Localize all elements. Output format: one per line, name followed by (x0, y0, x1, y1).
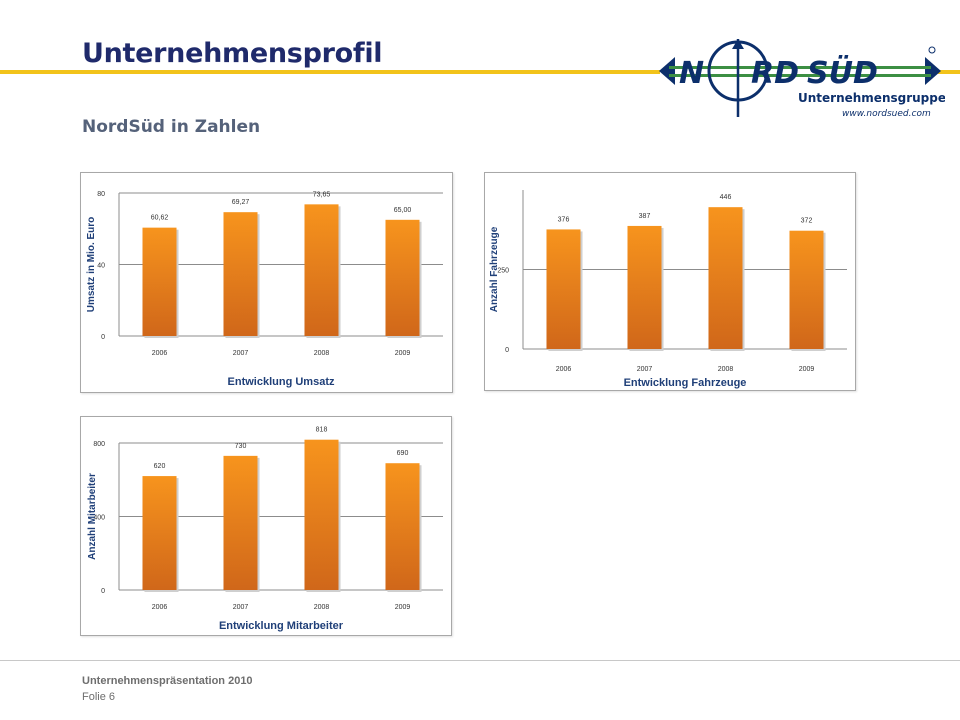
vehicles-bar (789, 230, 824, 349)
footer-slide-number: Folie 6 (82, 691, 116, 703)
footer-divider (0, 660, 960, 661)
vehicles-xtick-label: 2007 (637, 366, 653, 373)
revenue-xtick-label: 2009 (395, 350, 411, 357)
revenue-ytick-label: 80 (97, 191, 105, 198)
svg-text:N: N (679, 56, 704, 91)
revenue-xtick-label: 2007 (233, 350, 249, 357)
vehicles-data-label: 376 (558, 216, 570, 223)
svg-text:RD: RD (751, 56, 799, 91)
revenue-bar (223, 212, 258, 336)
revenue-data-label: 73,65 (313, 191, 331, 198)
vehicles-xtick-label: 2008 (718, 366, 734, 373)
employees-ytick-label: 400 (93, 515, 105, 522)
revenue-data-label: 65,00 (394, 207, 412, 214)
employees-y-axis-title: Anzahl Mitarbeiter (87, 473, 98, 560)
employees-bar (304, 439, 339, 590)
revenue-y-axis-title: Umsatz in Mio. Euro (86, 217, 97, 313)
vehicles-chart: 0 250 376 2006 387 2007 446 2008 372 2009 Anzahl F… (484, 172, 856, 391)
employees-chart-title: Entwicklung Mitarbeiter (219, 620, 344, 632)
nordsued-logo: N RD SÜD Unternehmensgruppe www.nordsued… (659, 39, 945, 119)
revenue-xtick-label: 2006 (152, 350, 168, 357)
employees-bar (385, 463, 420, 590)
vehicles-data-label: 372 (801, 218, 813, 225)
slide-title: Unternehmensprofil (82, 38, 383, 69)
employees-bar (223, 455, 258, 590)
revenue-xtick-label: 2008 (314, 350, 330, 357)
employees-data-label: 730 (235, 443, 247, 450)
vehicles-ytick-label: 250 (497, 268, 509, 275)
employees-xtick-label: 2006 (152, 604, 168, 611)
vehicles-ytick-label: 0 (505, 347, 509, 354)
vehicles-data-label: 387 (639, 213, 651, 220)
vehicles-bar (708, 207, 743, 349)
revenue-data-label: 69,27 (232, 199, 250, 206)
logo-url: www.nordsued.com (842, 109, 931, 119)
vehicles-y-axis-title: Anzahl Fahrzeuge (489, 226, 500, 312)
vehicles-chart-title: Entwicklung Fahrzeuge (624, 377, 747, 389)
footer-presentation-title: Unternehmenspräsentation 2010 (82, 675, 253, 687)
employees-chart: 0 400 800 620 2006 730 2007 818 2008 690 2009 Anzah… (80, 416, 452, 636)
revenue-chart-title: Entwicklung Umsatz (228, 376, 335, 388)
employees-xtick-label: 2008 (314, 604, 330, 611)
vehicles-data-label: 446 (720, 194, 732, 201)
employees-bar (142, 476, 177, 590)
revenue-chart: 0 40 80 60,62 2006 69,27 2007 73,65 2008 65,00 200… (80, 172, 453, 393)
vehicles-xtick-label: 2006 (556, 366, 572, 373)
logo-tagline: Unternehmensgruppe (798, 91, 945, 105)
slide-subtitle: NordSüd in Zahlen (82, 117, 261, 137)
vehicles-bar (546, 229, 581, 349)
revenue-ytick-label: 40 (97, 263, 105, 270)
revenue-bar (304, 204, 339, 336)
logo-graphic: N RD SÜD (659, 39, 941, 117)
employees-data-label: 818 (316, 427, 328, 434)
revenue-bar (385, 219, 420, 336)
employees-ytick-label: 0 (101, 588, 105, 595)
revenue-bar (142, 227, 177, 336)
employees-data-label: 620 (154, 463, 166, 470)
title-accent-line-right (938, 70, 960, 74)
vehicles-bar (627, 225, 662, 349)
employees-ytick-label: 800 (93, 441, 105, 448)
revenue-ytick-label: 0 (101, 334, 105, 341)
employees-data-label: 690 (397, 450, 409, 457)
title-accent-line (0, 70, 660, 74)
revenue-data-label: 60,62 (151, 215, 169, 222)
svg-text:SÜD: SÜD (807, 54, 878, 91)
vehicles-xtick-label: 2009 (799, 366, 815, 373)
employees-xtick-label: 2007 (233, 604, 249, 611)
employees-xtick-label: 2009 (395, 604, 411, 611)
